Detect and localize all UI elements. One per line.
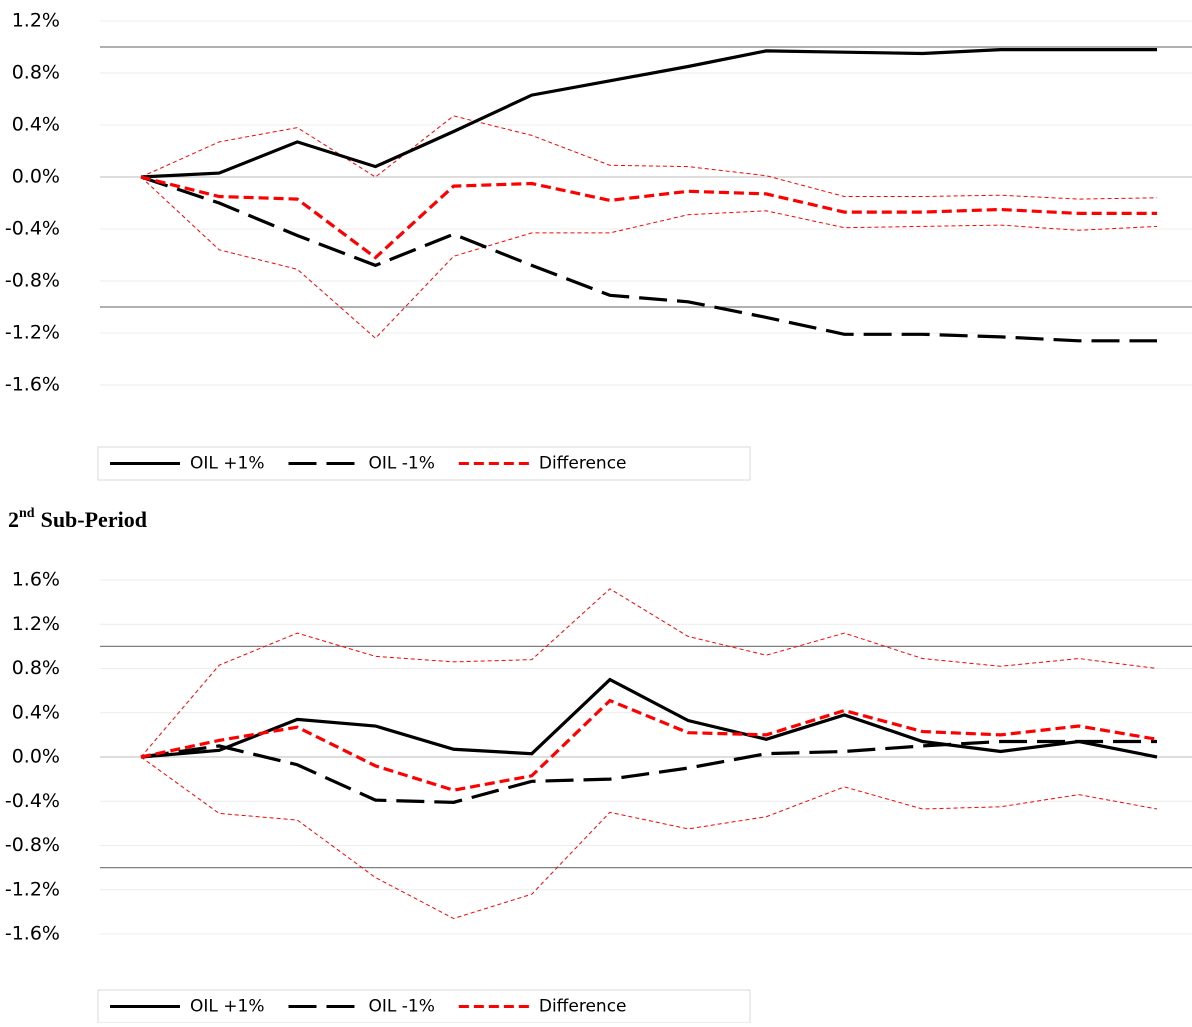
- y-tick-label: -1.6%: [5, 374, 60, 396]
- series-line: [140, 175, 1157, 260]
- legend-label: OIL -1%: [368, 454, 434, 474]
- legend-label: OIL +1%: [190, 454, 264, 474]
- y-tick-label: 0.4%: [12, 701, 60, 723]
- legend-label: Difference: [539, 997, 627, 1017]
- y-tick-label: 0.4%: [12, 114, 60, 136]
- y-tick-label: 1.2%: [12, 10, 60, 32]
- confidence-band: [140, 588, 1158, 758]
- y-tick-label: -0.8%: [5, 834, 60, 856]
- y-tick-label: 0.8%: [12, 62, 60, 84]
- legend-label: OIL +1%: [190, 997, 264, 1017]
- y-tick-label: -1.2%: [5, 878, 60, 900]
- heading-text: Sub-Period: [41, 507, 147, 532]
- confidence-band: [140, 176, 1158, 339]
- y-tick-label: 0.0%: [12, 166, 60, 188]
- heading-suffix: nd: [19, 506, 35, 521]
- y-tick-label: 1.6%: [12, 569, 60, 591]
- legend-box: [97, 446, 751, 481]
- confidence-band: [140, 756, 1158, 920]
- y-tick-label: 0.0%: [12, 746, 60, 768]
- heading-number: 2: [8, 507, 19, 532]
- y-tick-label: 1.2%: [12, 613, 60, 635]
- y-tick-label: 0.8%: [12, 657, 60, 679]
- confidence-band: [140, 115, 1158, 200]
- y-tick-label: -1.2%: [5, 322, 60, 344]
- series-line: [140, 175, 1157, 343]
- legend-label: Difference: [539, 454, 627, 474]
- series-line: [140, 48, 1157, 179]
- y-tick-label: -1.6%: [5, 923, 60, 945]
- y-tick-label: -0.4%: [5, 790, 60, 812]
- section-heading: 2nd Sub-Period: [8, 506, 147, 532]
- legend-label: OIL -1%: [368, 997, 434, 1017]
- series-line: [140, 739, 1157, 804]
- y-tick-label: -0.4%: [5, 218, 60, 240]
- series-line: [140, 677, 1158, 759]
- series-line: [140, 698, 1158, 792]
- y-tick-label: -0.8%: [5, 270, 60, 292]
